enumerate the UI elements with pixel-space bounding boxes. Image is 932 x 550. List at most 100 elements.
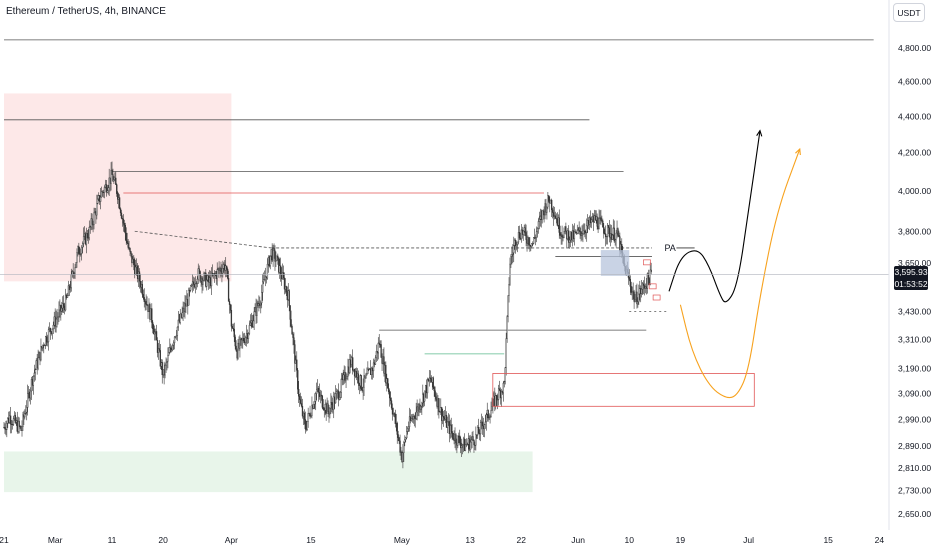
candle	[615, 229, 617, 248]
candle	[44, 343, 46, 347]
candle	[559, 225, 561, 240]
candle-body	[642, 283, 645, 286]
candle	[260, 300, 262, 314]
candle	[74, 263, 76, 279]
candle	[515, 238, 517, 254]
candle-body	[274, 250, 276, 262]
candle	[536, 227, 539, 238]
candle-body	[429, 377, 432, 380]
candle	[330, 393, 332, 414]
candle-body	[481, 421, 484, 427]
candle	[115, 171, 117, 185]
candle-body	[605, 235, 608, 238]
candle	[117, 191, 119, 205]
candle	[509, 257, 511, 287]
candle	[85, 227, 88, 254]
trend-line[interactable]	[134, 230, 272, 249]
candle	[176, 326, 179, 342]
candle-body	[161, 362, 163, 376]
candle-body	[346, 376, 348, 380]
y-tick-label: 4,400.00	[898, 111, 931, 121]
candle	[188, 287, 190, 306]
candle-body	[80, 253, 82, 255]
candle-body	[156, 340, 159, 353]
candle	[96, 194, 98, 220]
candle	[377, 337, 379, 360]
candle	[142, 289, 144, 300]
candle	[547, 192, 549, 210]
candle-body	[227, 277, 230, 302]
candle-body	[410, 418, 413, 421]
candle	[385, 361, 387, 387]
candle-body	[479, 422, 482, 435]
candle	[630, 281, 632, 296]
candle	[646, 272, 649, 294]
candle	[51, 328, 53, 340]
supply-zone	[4, 93, 232, 282]
candle	[26, 400, 28, 421]
x-tick-label: 21	[0, 535, 9, 545]
candle-body	[442, 416, 444, 421]
candle	[497, 384, 500, 406]
candle	[153, 324, 155, 335]
candle-body	[340, 378, 342, 393]
candle-body	[12, 418, 15, 425]
candle-body	[276, 255, 278, 261]
candle	[636, 283, 638, 309]
order-block-box[interactable]	[492, 373, 755, 407]
pullback-projection-path[interactable]	[679, 148, 801, 399]
y-tick-label: 3,310.00	[898, 335, 931, 345]
candle-body	[554, 215, 557, 219]
candle-body	[455, 434, 457, 444]
candle	[311, 396, 313, 419]
candle-body	[96, 203, 98, 216]
currency-button[interactable]: USDT	[893, 3, 925, 22]
bullish-projection-path[interactable]	[668, 130, 761, 303]
candle	[82, 227, 85, 248]
candle	[69, 281, 71, 293]
marker-box	[652, 294, 661, 301]
candle	[293, 332, 295, 354]
candle	[173, 336, 176, 350]
candle	[92, 220, 94, 233]
candle-body	[646, 273, 649, 289]
candle	[216, 262, 218, 286]
candle	[502, 380, 504, 402]
candle	[277, 253, 279, 265]
candle-body	[451, 431, 453, 434]
candle-body	[628, 277, 631, 280]
candle-body	[158, 348, 161, 351]
candle	[272, 244, 274, 267]
candle	[525, 224, 527, 247]
candle-body	[262, 281, 264, 293]
candle-body	[86, 233, 89, 239]
candle-body	[469, 441, 471, 450]
candle-body	[385, 365, 387, 384]
candle	[457, 435, 459, 449]
candle-body	[504, 367, 506, 382]
candle	[235, 340, 237, 352]
candle-body	[478, 426, 480, 434]
candle-body	[101, 191, 104, 193]
candle	[75, 262, 77, 269]
candle-body	[233, 328, 235, 338]
highlight-box[interactable]	[600, 250, 630, 276]
candle-body	[273, 248, 275, 251]
candle-body	[82, 236, 85, 244]
candle	[470, 436, 472, 450]
candle-body	[339, 392, 342, 398]
candle	[116, 183, 118, 197]
candle	[288, 289, 290, 312]
candle	[68, 284, 71, 296]
candle	[33, 364, 35, 382]
candle-body	[93, 212, 95, 225]
candle	[535, 226, 538, 243]
y-tick-label: 3,190.00	[898, 364, 931, 374]
candle	[47, 326, 50, 351]
candle-body	[552, 212, 555, 217]
candle-body	[352, 357, 354, 371]
candle	[299, 392, 302, 405]
candle-body	[349, 359, 351, 373]
candle-body	[49, 328, 52, 332]
